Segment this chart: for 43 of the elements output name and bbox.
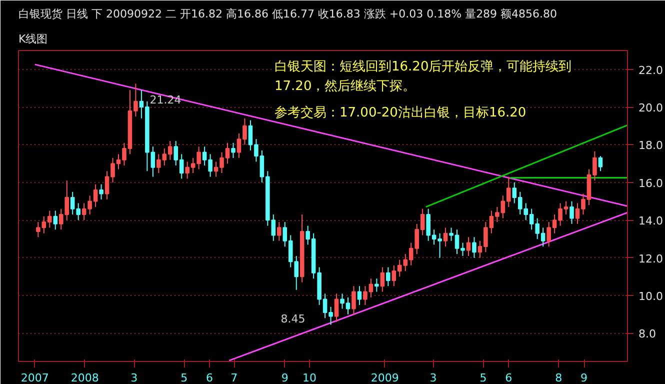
candlestick (374, 278, 379, 292)
candlestick (352, 286, 356, 315)
y-tick-label: 8.0 (638, 328, 656, 341)
x-tick-label: 6 (505, 372, 512, 384)
candlestick (231, 142, 236, 158)
x-tick-label: 8 (555, 372, 562, 384)
y-tick-label: 10.0 (638, 290, 663, 304)
y-tick-label: 12.0 (638, 252, 663, 266)
candlestick (386, 266, 390, 287)
x-tick-label: 5 (180, 372, 188, 384)
x-tick-label: 9 (580, 372, 588, 384)
candlestick (53, 210, 58, 230)
candlestick (472, 236, 476, 258)
chart-title: 白银现货 日线 下 20090922 二 开16.82 高16.86 低16.77 收16.83 涨跌 +0.03 0.18% 量289 额4856.80 (18, 8, 558, 20)
annotation: 21.24 (150, 94, 182, 107)
candlestick (443, 227, 448, 248)
y-tick-label: 18.0 (638, 139, 663, 152)
x-tick-label: 3 (130, 372, 138, 384)
y-tick-label: 20.0 (638, 102, 663, 115)
x-tick-label: 2008 (70, 372, 99, 384)
y-tick-label: 22.0 (638, 64, 663, 77)
y-tick-label: 14.0 (638, 214, 663, 228)
candlestick (99, 184, 104, 200)
annotation: 参考交易：17.00-20沽出白银，目标16.20 (274, 104, 526, 120)
x-tick-label: 5 (480, 372, 487, 384)
candlestick (277, 222, 282, 242)
y-tick-label: 16.0 (638, 176, 663, 190)
x-tick-label: 7 (230, 372, 238, 384)
candlestick (598, 156, 603, 172)
candlestick (570, 200, 574, 224)
annotation: 8.45 (280, 312, 306, 326)
chart-subtitle: K线图 (18, 32, 48, 46)
candlestick (334, 293, 339, 322)
candlestick (357, 286, 362, 306)
annotation: 白银天图：短线回到16.20后开始反弹，可能持续到17.20，然后继续下探。 (274, 60, 572, 94)
x-tick-label: 2007 (20, 372, 49, 384)
x-tick-label: 10 (302, 372, 316, 384)
x-tick-label: 9 (281, 372, 288, 384)
candlestick (466, 236, 471, 256)
x-tick-label: 6 (206, 372, 213, 384)
x-tick-label: 2009 (370, 372, 399, 384)
x-tick-label: 3 (430, 372, 437, 384)
candlestick (380, 266, 385, 292)
